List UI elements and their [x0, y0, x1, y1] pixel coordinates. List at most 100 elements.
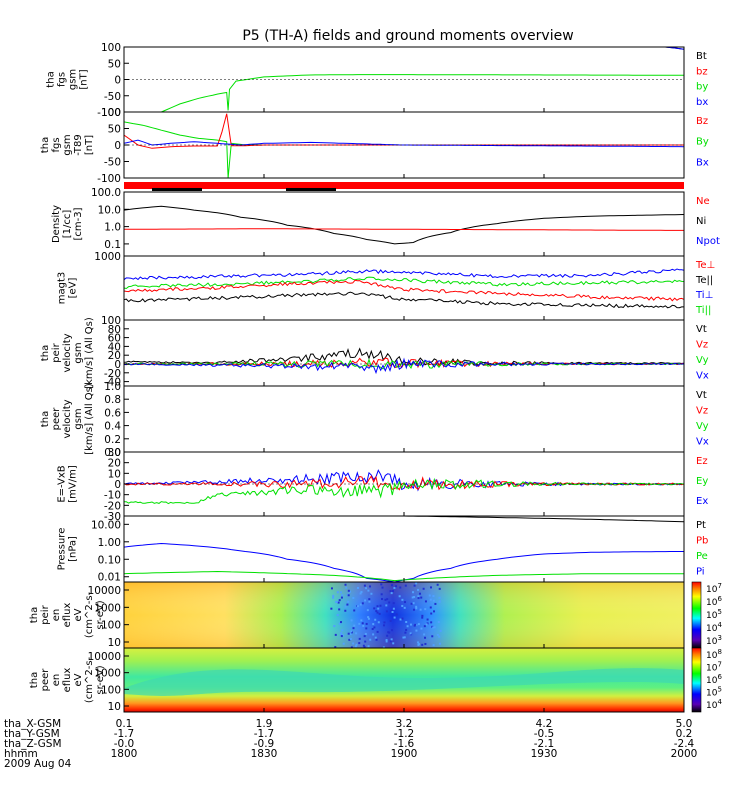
- y-tick-label: 10.00: [91, 519, 121, 531]
- spectrogram-pixel: [439, 643, 441, 645]
- spectrogram-pixel: [391, 638, 393, 640]
- spectrogram-pixel: [414, 624, 416, 626]
- spectrogram-pixel: [390, 620, 392, 622]
- spectrogram-pixel: [335, 634, 337, 636]
- y-axis-label: thapeervelocitygsm[km/s] (All Qs): [40, 383, 95, 455]
- spectrogram-pixel: [338, 602, 340, 604]
- spectrogram-pixel: [404, 601, 406, 603]
- spectrogram-pixel: [386, 610, 388, 612]
- y-tick-label: 1.0: [104, 222, 121, 234]
- spectrogram-pixel: [402, 637, 404, 639]
- spectrogram-pixel: [360, 619, 362, 621]
- spectrogram-pixel: [434, 603, 436, 605]
- spectrogram-pixel: [358, 623, 360, 625]
- spectrogram-pixel: [357, 587, 359, 589]
- spectrogram-pixel: [420, 597, 422, 599]
- spectrogram-pixel: [368, 645, 370, 647]
- spectrogram-pixel: [346, 604, 348, 606]
- spectrogram-pixel: [355, 644, 357, 646]
- y-tick-label: -100: [97, 173, 121, 185]
- spectrogram-pixel: [401, 605, 403, 607]
- y-axis-label: Pressure[nPa]: [57, 528, 79, 571]
- spectrogram-pixel: [367, 616, 369, 618]
- spectrogram-pixel: [348, 594, 350, 596]
- spectrogram-pixel: [391, 629, 393, 631]
- series-Ne: [124, 229, 684, 231]
- spectrogram-pixel: [377, 608, 379, 610]
- spectrogram-pixel: [393, 608, 395, 610]
- spectrogram-pixel: [345, 606, 347, 608]
- spectrogram-pixel: [404, 632, 406, 634]
- colorbar-label: 106: [706, 595, 722, 608]
- spectrogram-pixel: [337, 614, 339, 616]
- spectrogram-pixel: [418, 597, 420, 599]
- colorbar-label: 103: [706, 634, 722, 647]
- series-Pi: [124, 544, 684, 583]
- spectrogram-pixel: [348, 633, 350, 635]
- spectrogram-pixel: [360, 591, 362, 593]
- spectrogram-pixel: [358, 642, 360, 644]
- spectrogram-pixel: [360, 603, 362, 605]
- spectrogram-pixel: [420, 628, 422, 630]
- spectrogram-pixel: [365, 633, 367, 635]
- spectrogram-pixel: [399, 587, 401, 589]
- y-tick-label: 50: [108, 124, 121, 136]
- spectrogram-pixel: [391, 584, 393, 586]
- spectrogram-pixel: [424, 643, 426, 645]
- spectrogram-pixel: [399, 595, 401, 597]
- spectrogram-pixel: [378, 621, 380, 623]
- panel-peer_velocity: 1.00.80.60.40.20.0thapeervelocitygsm[km/…: [40, 381, 709, 459]
- spectrogram-pixel: [375, 637, 377, 639]
- spectrogram-pixel: [427, 619, 429, 621]
- spectrogram-pixel: [405, 621, 407, 623]
- spectrogram-pixel: [404, 607, 406, 609]
- spectrogram-pixel: [419, 593, 421, 595]
- y-tick-label: 0.2: [104, 434, 121, 446]
- y-tick-label: 0.1: [104, 239, 121, 251]
- legend-Pb: Pb: [696, 536, 708, 547]
- spectrogram-pixel: [430, 606, 432, 608]
- spectrogram-pixel: [423, 633, 425, 635]
- legend-Pe: Pe: [696, 551, 708, 562]
- spectrogram-pixel: [344, 610, 346, 612]
- spectrogram-pixel: [383, 624, 385, 626]
- spectrogram-pixel: [386, 635, 388, 637]
- colorbar: [692, 648, 701, 712]
- spectrogram-pixel: [411, 603, 413, 605]
- spectrogram-pixel: [337, 591, 339, 593]
- spectrogram-pixel: [417, 644, 419, 646]
- legend-Bt: Bt: [696, 51, 707, 62]
- legend-Vx: Vx: [696, 437, 709, 448]
- spectrogram-pixel: [429, 595, 431, 597]
- legend-Vt: Vt: [696, 324, 707, 335]
- y-axis-label: thapeirenefluxeV(cm^2-s-sr-eV): [29, 591, 106, 638]
- spectrogram-pixel: [421, 644, 423, 646]
- spectrogram-pixel: [421, 615, 423, 617]
- spectrogram-pixel: [362, 622, 364, 624]
- spectrogram-pixel: [417, 641, 419, 643]
- spectrogram-pixel: [392, 642, 394, 644]
- spectrogram-pixel: [424, 625, 426, 627]
- spectrogram-pixel: [381, 598, 383, 600]
- spectrogram-pixel: [345, 587, 347, 589]
- spectrogram-pixel: [413, 609, 415, 611]
- y-axis-label: thafgsgsm-T89[nT]: [40, 134, 95, 156]
- spectrogram-pixel: [341, 597, 343, 599]
- spectrogram-pixel: [433, 644, 435, 646]
- spectrogram-pixel: [351, 619, 353, 621]
- spectrogram-pixel: [431, 635, 433, 637]
- spectrogram-pixel: [350, 633, 352, 635]
- legend-Ez: Ez: [696, 456, 708, 467]
- spectrogram-pixel: [341, 635, 343, 637]
- spectrogram-pixel: [345, 584, 347, 586]
- spectrogram-pixel: [430, 586, 432, 588]
- spectrogram-pixel: [438, 636, 440, 638]
- spectrogram-pixel: [362, 602, 364, 604]
- panel-frame: [124, 192, 684, 256]
- y-tick-label: 10: [108, 637, 121, 649]
- spectrogram-pixel: [364, 641, 366, 643]
- colorbar-label: 105: [706, 686, 722, 699]
- y-tick-label: 1.00: [98, 537, 121, 549]
- spectrogram-pixel: [352, 627, 354, 629]
- series-by: [161, 75, 684, 112]
